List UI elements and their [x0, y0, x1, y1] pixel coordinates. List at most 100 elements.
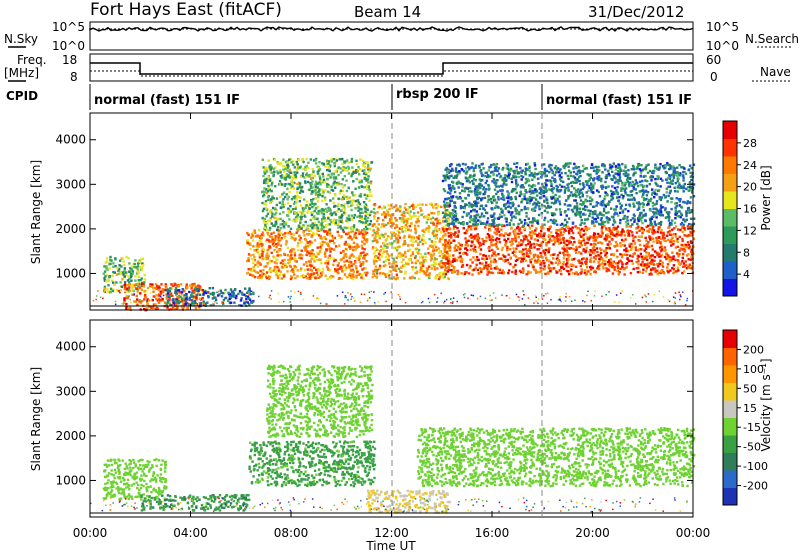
data-cell: [271, 196, 274, 200]
data-cell: [343, 208, 347, 211]
data-cell: [325, 230, 328, 233]
data-cell: [352, 226, 356, 229]
data-cell: [671, 266, 674, 270]
data-cell: [584, 269, 587, 272]
data-cell: [317, 229, 320, 232]
data-cell: [467, 239, 470, 242]
data-cell: [152, 295, 155, 298]
data-cell: [418, 261, 422, 265]
data-cell: [584, 250, 587, 254]
data-cell: [547, 259, 551, 262]
data-cell: [449, 215, 452, 218]
data-cell: [173, 284, 176, 287]
data-cell: [521, 253, 525, 256]
data-cell: [356, 215, 359, 218]
data-cell: [462, 252, 465, 255]
data-cell: [360, 244, 363, 247]
data-cell: [135, 283, 138, 286]
data-cell: [467, 212, 471, 215]
data-cell: [130, 283, 134, 286]
data-cell: [404, 227, 408, 230]
data-cell: [640, 164, 643, 167]
data-cell: [605, 228, 608, 232]
data-cell: [317, 220, 321, 224]
data-cell: [641, 221, 644, 225]
data-cell: [382, 247, 385, 250]
data-cell: [364, 231, 367, 234]
data-cell: [464, 271, 467, 274]
data-cell: [240, 291, 244, 294]
data-cell: [321, 240, 324, 244]
data-cell: [343, 253, 347, 256]
data-cell: [432, 234, 436, 238]
data-cell: [377, 252, 381, 255]
data-cell: [665, 234, 669, 237]
data-cell: [630, 248, 633, 251]
data-cell: [357, 258, 361, 261]
data-cell: [514, 271, 517, 274]
data-cell: [403, 214, 406, 217]
data-cell: [652, 263, 656, 266]
data-cell: [354, 261, 357, 264]
data-cell: [171, 306, 175, 310]
data-cell: [306, 244, 310, 248]
data-cell: [621, 253, 624, 256]
data-cell: [679, 247, 682, 250]
data-cell: [378, 237, 381, 240]
data-cell: [543, 265, 546, 268]
data-cell: [517, 175, 520, 179]
data-cell: [575, 271, 578, 275]
data-cell: [653, 231, 657, 234]
data-cell: [614, 177, 617, 180]
data-cell: [314, 191, 318, 195]
data-cell: [258, 256, 262, 259]
data-cell: [279, 254, 283, 257]
data-cell: [438, 222, 442, 225]
data-cell: [604, 249, 607, 252]
data-cell: [383, 211, 386, 214]
data-cell: [434, 246, 438, 249]
data-cell: [624, 187, 628, 190]
data-cell: [425, 216, 428, 219]
data-cell: [393, 266, 396, 270]
data-cell: [580, 268, 583, 271]
data-cell: [497, 237, 501, 241]
data-cell: [169, 287, 172, 290]
data-cell: [279, 223, 282, 226]
cpid-mode-3: normal (fast) 151 IF: [546, 93, 692, 108]
data-cell: [414, 255, 417, 258]
data-cell: [563, 189, 567, 192]
data-cell: [266, 252, 269, 255]
data-cell: [411, 275, 414, 278]
data-cell: [322, 215, 325, 218]
data-cell: [506, 205, 509, 208]
data-cell: [488, 235, 491, 239]
data-cell: [523, 195, 526, 198]
data-cell: [408, 206, 411, 209]
data-cell: [397, 240, 400, 243]
data-cell: [328, 191, 331, 194]
data-cell: [447, 266, 451, 269]
data-cell: [266, 249, 269, 252]
data-cell: [306, 166, 310, 170]
data-cell: [583, 218, 587, 221]
data-cell: [615, 227, 618, 230]
data-cell: [574, 189, 578, 192]
data-cell: [152, 306, 155, 309]
data-cell: [584, 227, 587, 230]
data-cell: [688, 245, 692, 248]
data-cell: [451, 213, 454, 216]
data-cell: [556, 271, 559, 274]
data-cell: [582, 249, 585, 252]
data-cell: [160, 283, 163, 286]
data-cell: [500, 233, 504, 237]
data-cell: [283, 203, 286, 206]
data-cell: [662, 233, 665, 236]
data-cell: [249, 254, 252, 257]
data-cell: [619, 253, 622, 256]
data-cell: [136, 270, 139, 273]
data-cell: [596, 214, 599, 217]
data-cell: [363, 206, 367, 209]
data-cell: [543, 262, 546, 265]
data-cell: [538, 201, 541, 205]
